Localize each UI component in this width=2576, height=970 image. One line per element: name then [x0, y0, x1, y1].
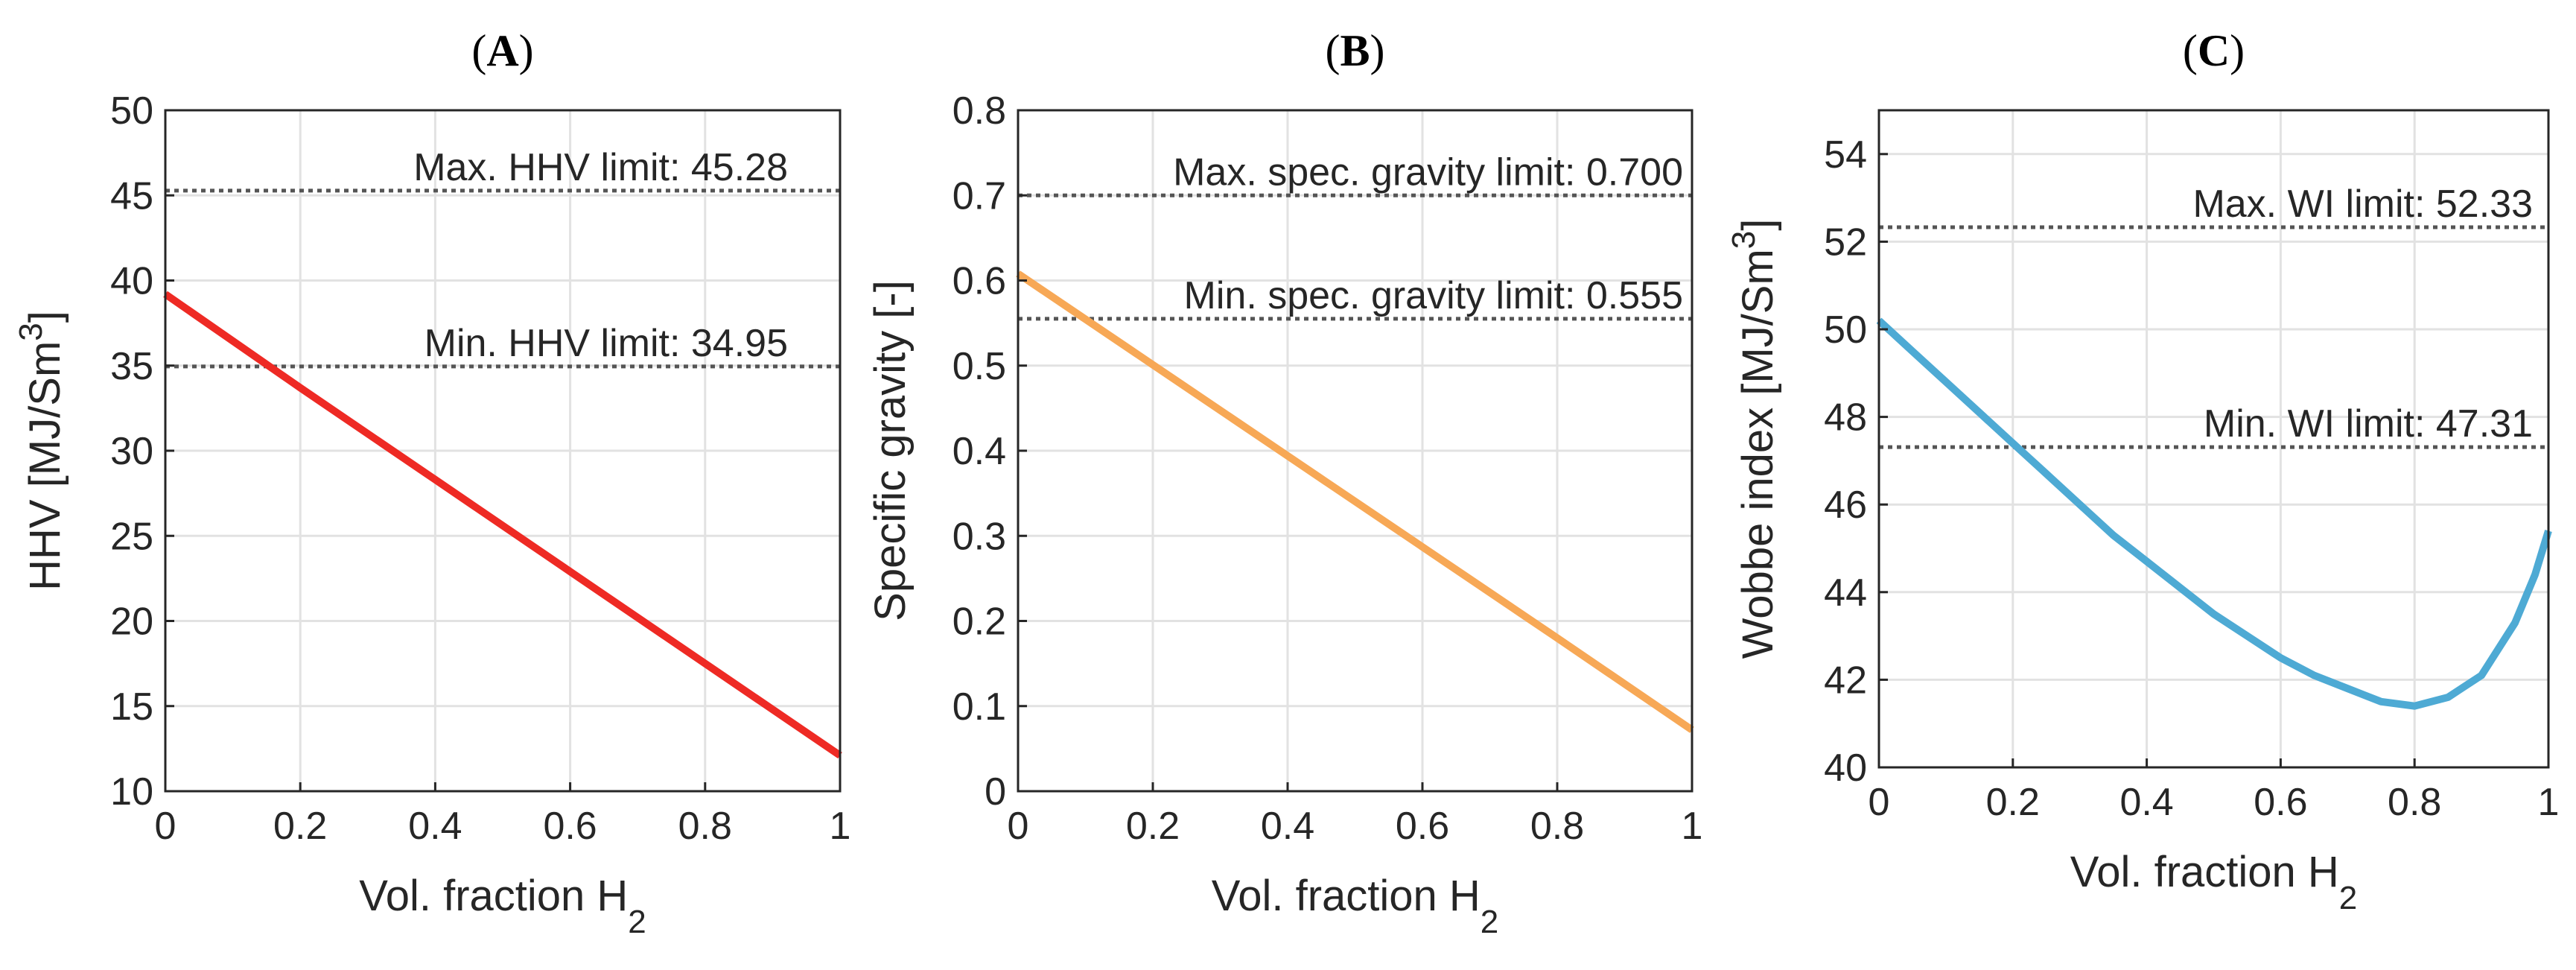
y-tick-label: 0.2 [953, 600, 1006, 644]
x-axis-label: Vol. fraction H2 [1212, 872, 1499, 940]
x-tick-label: 0.6 [543, 805, 597, 848]
min-limit-label: Min. spec. gravity limit: 0.555 [1184, 274, 1683, 317]
x-tick-label: 0.8 [1530, 805, 1584, 848]
y-axis-label-main: Wobbe index [MJ/Sm [1734, 249, 1782, 659]
x-tick-label: 0.4 [408, 805, 462, 848]
panel-label-open: ( [471, 26, 486, 75]
x-tick-label: 0.6 [2254, 781, 2307, 824]
y-axis-label: Specific gravity [-] [866, 280, 915, 621]
y-tick-label: 20 [110, 600, 153, 644]
x-axis-label-main: Vol. fraction H [359, 872, 628, 920]
max-limit-label: Max. spec. gravity limit: 0.700 [1173, 150, 1683, 194]
x-tick-label: 0 [155, 805, 176, 848]
y-tick-label: 0.7 [953, 174, 1006, 218]
x-tick-label: 0.4 [2119, 781, 2173, 824]
plot-area [1879, 110, 2548, 767]
x-axis-label-main: Vol. fraction H [2070, 848, 2339, 896]
x-axis-label-subscript: 2 [2339, 880, 2357, 916]
y-tick-label: 0.1 [953, 685, 1006, 729]
y-tick-label: 10 [110, 770, 153, 814]
x-axis-label: Vol. fraction H2 [2070, 848, 2358, 916]
y-axis-label-superscript: 3 [1726, 231, 1762, 249]
y-tick-label: 45 [110, 174, 153, 218]
panel-label: (B) [1326, 26, 1385, 75]
y-tick-label: 50 [110, 89, 153, 133]
panel-label-letter: C [2198, 26, 2230, 75]
x-tick-label: 0.8 [678, 805, 732, 848]
y-tick-label: 25 [110, 515, 153, 558]
x-axis-label-subscript: 2 [1481, 904, 1498, 940]
y-tick-label: 0.3 [953, 515, 1006, 558]
y-tick-label: 35 [110, 345, 153, 388]
max-limit-label: Max. WI limit: 52.33 [2192, 183, 2533, 226]
y-tick-label: 0.6 [953, 260, 1006, 303]
min-limit-label: Min. WI limit: 47.31 [2204, 402, 2533, 446]
y-axis-label: Wobbe index [MJ/Sm3] [1726, 219, 1782, 659]
panel-b: Max. spec. gravity limit: 0.700 Min. spec… [866, 26, 1702, 940]
panel-label-open: ( [2183, 26, 2198, 75]
y-tick-label: 46 [1824, 484, 1867, 527]
panel-label-close: ) [2230, 26, 2245, 75]
y-tick-label: 0.5 [953, 345, 1006, 388]
x-tick-label: 0.6 [1396, 805, 1449, 848]
x-axis-label: Vol. fraction H2 [359, 872, 646, 940]
y-tick-label: 0 [985, 770, 1006, 814]
panel-c: Max. WI limit: 52.33 Min. WI limit: 47.31… [1726, 26, 2559, 916]
panel-label-letter: A [486, 26, 518, 75]
y-tick-label: 48 [1824, 396, 1867, 440]
y-tick-label: 42 [1824, 659, 1867, 702]
panel-label-close: ) [1370, 26, 1385, 75]
panel-a: Max. HHV limit: 45.28 Min. HHV limit: 34.… [13, 26, 850, 940]
max-limit-label: Max. HHV limit: 45.28 [413, 146, 788, 189]
x-tick-label: 1 [2538, 781, 2560, 824]
x-axis-label-subscript: 2 [628, 904, 646, 940]
x-tick-label: 0.2 [1986, 781, 2040, 824]
x-tick-label: 0 [1869, 781, 1890, 824]
y-axis-label-main: Specific gravity [-] [866, 280, 915, 621]
panel-label: (C) [2183, 26, 2245, 75]
x-tick-label: 1 [830, 805, 851, 848]
series-line [163, 291, 842, 759]
y-tick-label: 40 [110, 260, 153, 303]
panel-label-open: ( [1326, 26, 1341, 75]
y-tick-label: 52 [1824, 221, 1867, 264]
y-tick-label: 44 [1824, 571, 1867, 615]
y-tick-label: 30 [110, 430, 153, 473]
min-limit-label: Min. HHV limit: 34.95 [424, 322, 788, 365]
y-axis-label-end: ] [21, 311, 69, 323]
y-tick-label: 15 [110, 685, 153, 729]
y-tick-label: 50 [1824, 308, 1867, 352]
x-tick-label: 1 [1682, 805, 1703, 848]
y-axis-label-main: HHV [MJ/Sm [21, 341, 69, 591]
series-line [1016, 270, 1694, 733]
x-tick-label: 0.8 [2388, 781, 2441, 824]
y-tick-label: 54 [1824, 133, 1867, 177]
x-tick-label: 0.4 [1261, 805, 1314, 848]
y-tick-label: 0.8 [953, 89, 1006, 133]
x-tick-label: 0.2 [1126, 805, 1180, 848]
x-axis-label-main: Vol. fraction H [1212, 872, 1481, 920]
panel-label: (A) [471, 26, 533, 75]
y-tick-label: 0.4 [953, 430, 1006, 473]
y-tick-label: 40 [1824, 746, 1867, 790]
panel-label-close: ) [519, 26, 534, 75]
panel-label-letter: B [1340, 26, 1370, 75]
axes-box [1877, 109, 2550, 769]
series-line [1876, 317, 2552, 710]
y-axis-label-end: ] [1734, 219, 1782, 231]
y-axis-label-superscript: 3 [13, 323, 49, 340]
y-axis-label: HHV [MJ/Sm3] [13, 311, 69, 591]
x-tick-label: 0.2 [273, 805, 327, 848]
x-tick-label: 0 [1008, 805, 1029, 848]
